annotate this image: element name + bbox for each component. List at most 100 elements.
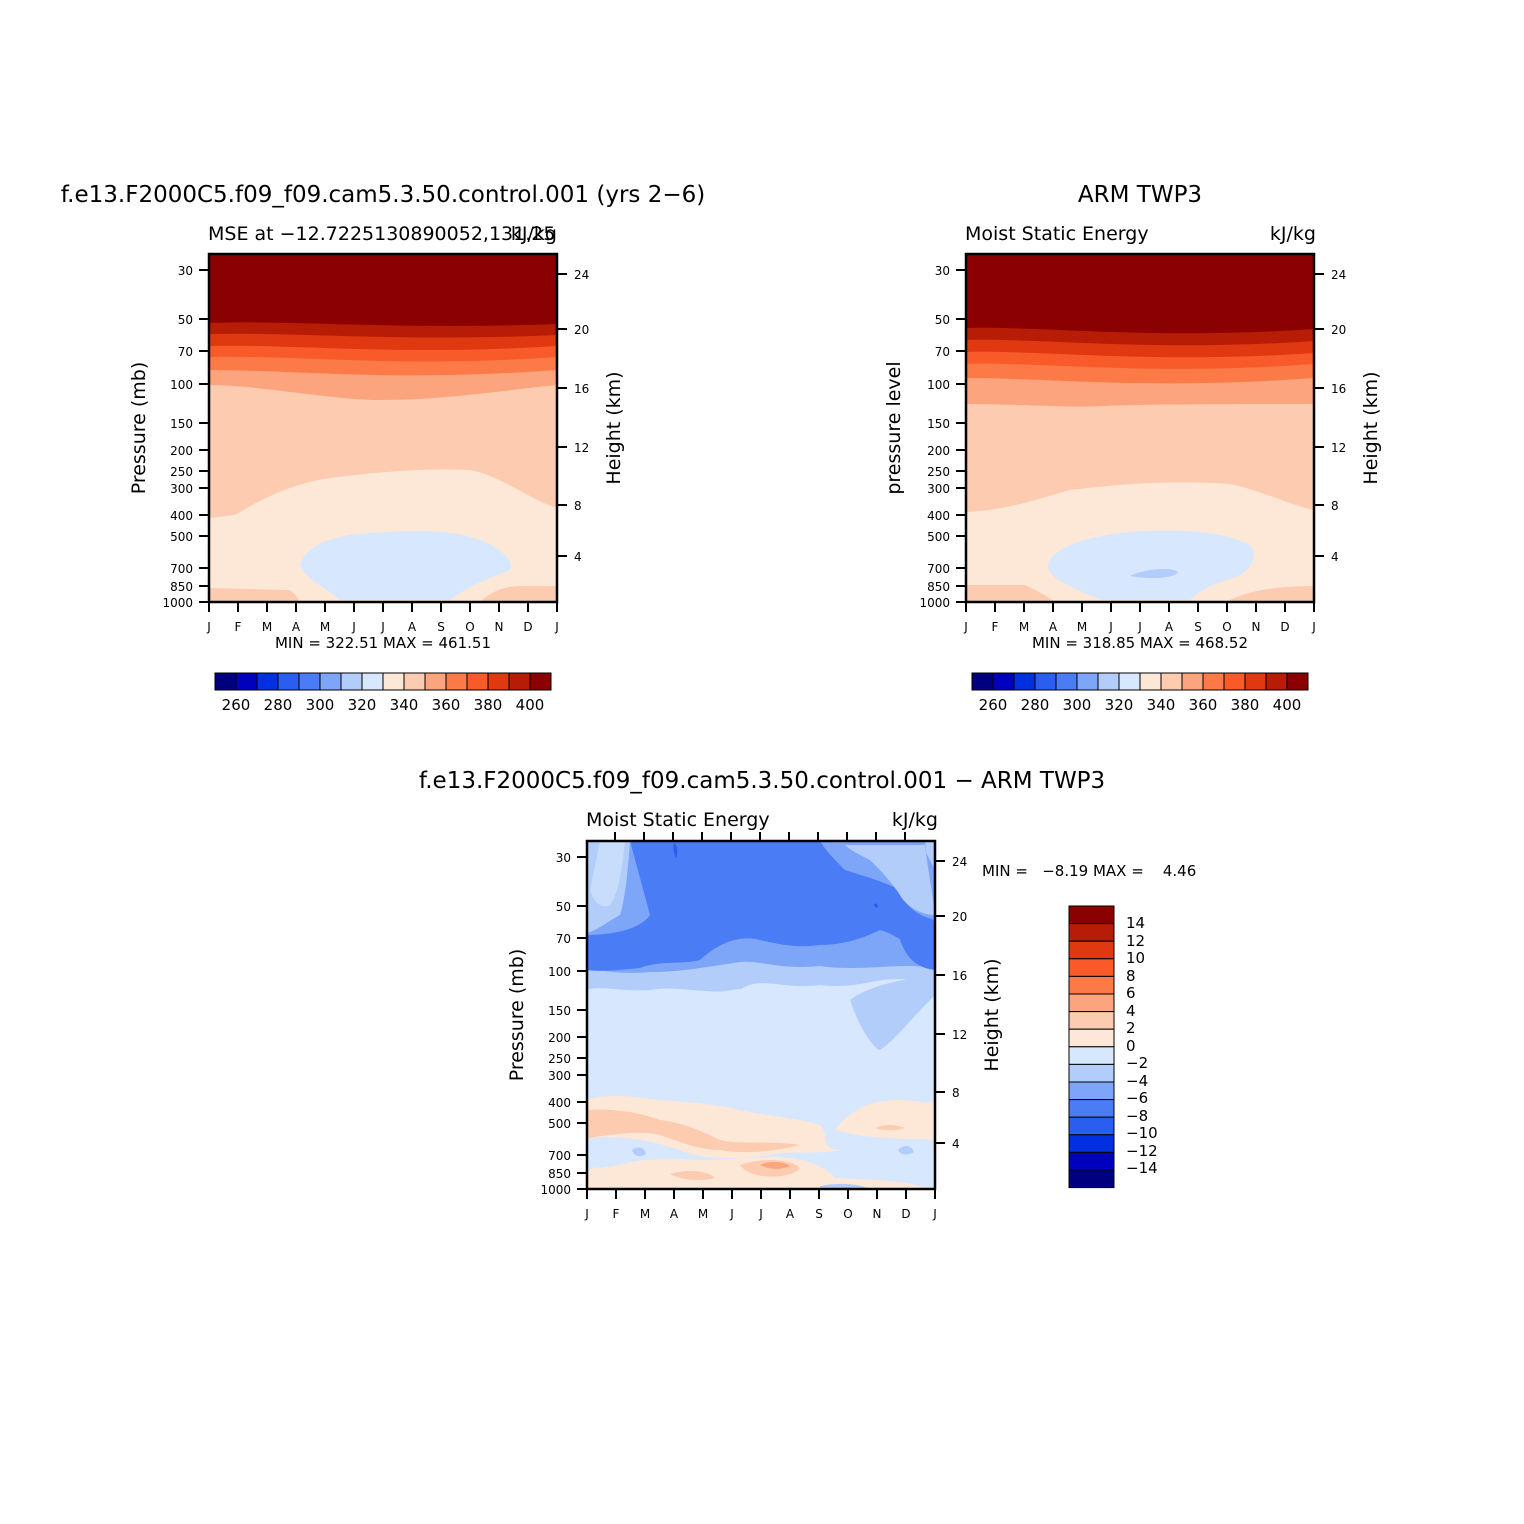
obs-subtitle-units: kJ/kg [1270,223,1316,245]
model-contour-field [207,252,559,604]
model-month-9: O [465,620,474,634]
diff-title: f.e13.F2000C5.f09_f09.cam5.3.50.control.… [419,768,1105,794]
obs-ptick-400: 400 [927,509,950,523]
diff-ptick-100: 100 [548,965,571,979]
model-cb-label-2: 300 [306,696,335,714]
obs-cb-swatch-1 [992,672,1015,691]
diff-cb-swatch-13 [1068,1134,1115,1153]
model-htick-12: 12 [574,441,589,455]
obs-month-11: D [1280,620,1289,634]
obs-month-axis: J F M A M J J A S O N D J [963,602,1316,634]
diff-month-7: A [786,1207,795,1221]
model-cb-swatch-15 [529,672,552,691]
obs-ptick-70: 70 [935,345,950,359]
model-ptick-70: 70 [178,345,193,359]
obs-ptick-200: 200 [927,444,950,458]
model-month-0: J [206,620,211,634]
obs-month-5: J [1108,620,1113,634]
model-htick-8: 8 [574,499,582,513]
diff-colorbar: 14 12 10 8 6 4 2 0 −2 −4 −6 −8 −10 −12 −… [1068,905,1158,1189]
obs-htick-8: 8 [1331,499,1339,513]
diff-ptick-70: 70 [556,932,571,946]
diff-month-3: A [670,1207,679,1221]
diff-cb-swatch-6 [1068,1011,1115,1030]
diff-htick-20: 20 [952,910,967,924]
obs-htick-20: 20 [1331,323,1346,337]
model-month-1: F [235,620,242,634]
diff-cb-swatch-0 [1068,905,1115,925]
diff-cb-label-3: 8 [1126,967,1136,985]
diff-cb-label-10: −6 [1126,1089,1148,1107]
diff-month-9: O [843,1207,852,1221]
model-ylabel: Pressure (mb) [128,362,150,495]
model-ptick-700: 700 [170,562,193,576]
obs-ptick-1000: 1000 [919,596,950,610]
obs-height-axis: 24 20 16 12 8 4 Height (km) [1314,268,1382,564]
model-cb-swatch-5 [319,672,342,691]
model-cb-label-5: 360 [432,696,461,714]
model-cb-swatch-4 [298,672,321,691]
obs-month-7: A [1165,620,1174,634]
model-cb-swatch-9 [403,672,426,691]
obs-ptick-30: 30 [935,264,950,278]
diff-cb-swatch-7 [1068,1028,1115,1048]
diff-cb-label-12: −10 [1126,1124,1158,1142]
diff-cb-swatch-4 [1068,975,1115,995]
model-ylabel-right: Height (km) [603,371,625,484]
model-cb-swatch-13 [487,672,510,691]
model-ptick-250: 250 [170,465,193,479]
diff-cb-label-8: −2 [1126,1054,1148,1072]
model-cb-swatch-0 [214,672,237,691]
diff-ptick-400: 400 [548,1096,571,1110]
diff-cb-swatch-15 [1068,1169,1115,1189]
diff-cb-swatch-9 [1068,1063,1115,1083]
model-cb-label-1: 280 [264,696,293,714]
model-cb-swatch-10 [424,672,447,691]
model-month-4: M [320,620,330,634]
obs-cb-swatch-3 [1034,672,1057,691]
diff-top-ticks [614,832,906,841]
model-month-8: S [437,620,445,634]
model-cb-swatch-11 [445,672,468,691]
model-subtitle-units: kJ/kg [511,223,557,245]
diff-cb-swatch-12 [1068,1116,1115,1136]
diff-cb-swatch-14 [1068,1151,1115,1171]
diff-htick-12: 12 [952,1028,967,1042]
diff-minmax: MIN = −8.19 MAX = 4.46 [982,862,1196,880]
obs-htick-16: 16 [1331,382,1346,396]
diff-ptick-1000: 1000 [540,1183,571,1197]
obs-cb-swatch-0 [971,672,994,691]
diff-cb-label-2: 10 [1126,949,1145,967]
model-month-2: M [262,620,272,634]
obs-ylabel: pressure level [883,361,905,494]
model-ptick-50: 50 [178,313,193,327]
obs-cb-swatch-8 [1139,672,1162,691]
obs-subtitle-left: Moist Static Energy [965,223,1149,245]
diff-month-6: J [758,1207,763,1221]
diff-cb-label-11: −8 [1126,1107,1148,1125]
obs-month-9: O [1222,620,1231,634]
diff-cb-label-7: 0 [1126,1037,1136,1055]
obs-cb-label-4: 340 [1147,696,1176,714]
diff-ptick-30: 30 [556,851,571,865]
model-panel: f.e13.F2000C5.f09_f09.cam5.3.50.control.… [61,182,705,714]
obs-colorbar: 260 280 300 320 340 360 380 400 [971,672,1309,714]
obs-month-12: J [1311,620,1316,634]
obs-month-6: J [1137,620,1142,634]
diff-cb-label-6: 2 [1126,1019,1136,1037]
obs-panel: ARM TWP3 Moist Static Energy kJ/kg [883,182,1382,714]
obs-htick-4: 4 [1331,550,1339,564]
obs-month-4: M [1077,620,1087,634]
model-month-6: J [380,620,385,634]
diff-contour-field [585,839,937,1191]
model-cb-label-0: 260 [222,696,251,714]
diff-ptick-150: 150 [548,1004,571,1018]
model-htick-4: 4 [574,550,582,564]
diff-ptick-850: 850 [548,1167,571,1181]
obs-cb-swatch-15 [1286,672,1309,691]
obs-cb-label-7: 400 [1273,696,1302,714]
model-month-5: J [351,620,356,634]
diff-htick-24: 24 [952,855,967,869]
diff-month-axis: J F M A M J J A S O N D J [584,1189,937,1221]
obs-cb-swatch-4 [1055,672,1078,691]
